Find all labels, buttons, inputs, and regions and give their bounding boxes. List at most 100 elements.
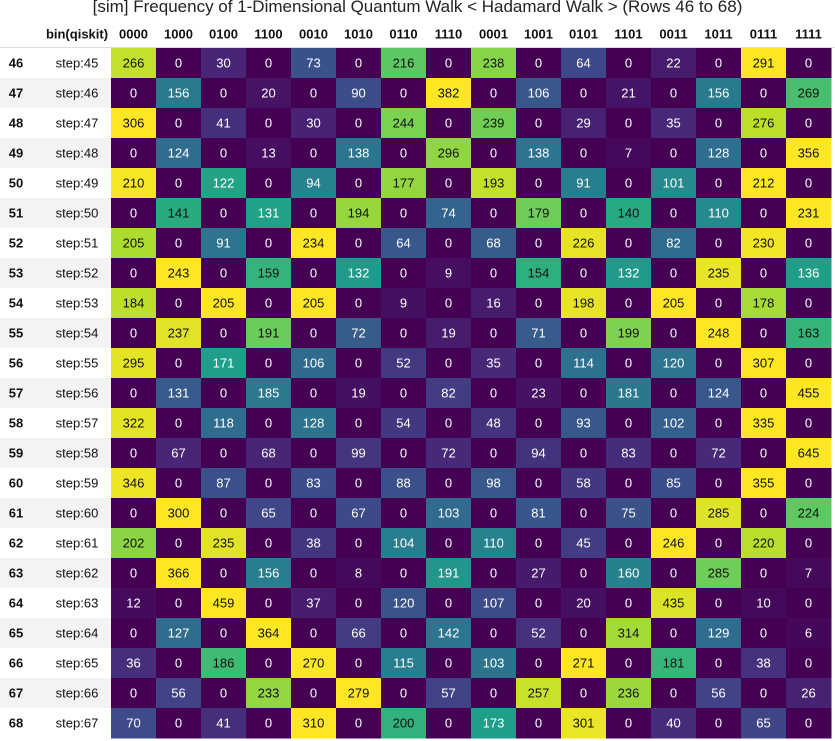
cell-value: 7 (805, 566, 812, 581)
cell-value: 10 (756, 596, 770, 611)
cell-value: 269 (798, 86, 820, 101)
cell-value: 138 (528, 146, 550, 161)
heatmap-cell (651, 528, 697, 559)
cell-value: 0 (355, 236, 362, 251)
heatmap-cell (426, 408, 472, 439)
cell-value: 0 (400, 266, 407, 281)
cell-value: 0 (175, 356, 182, 371)
cell-value: 0 (220, 566, 227, 581)
heatmap-cell (336, 588, 382, 619)
cell-value: 0 (715, 116, 722, 131)
cell-value: 48 (486, 416, 500, 431)
heatmap-cell (246, 498, 292, 529)
cell-value: 0 (715, 56, 722, 71)
heatmap-cell (471, 618, 517, 649)
cell-value: 0 (175, 716, 182, 731)
heatmap-cell (156, 168, 202, 199)
cell-value: 0 (310, 686, 317, 701)
heatmap-cell (786, 438, 832, 469)
cell-value: 81 (531, 506, 545, 521)
cell-value: 64 (396, 236, 410, 251)
cell-value: 124 (708, 386, 730, 401)
cell-value: 0 (760, 326, 767, 341)
cell-value: 88 (396, 476, 410, 491)
heatmap-cell (426, 378, 472, 409)
heatmap-cell (516, 528, 562, 559)
cell-value: 0 (760, 146, 767, 161)
heatmap-cell (561, 408, 607, 439)
heatmap-cell (291, 78, 337, 109)
heatmap-cell (561, 528, 607, 559)
cell-value: 237 (168, 326, 190, 341)
cell-value: 101 (663, 176, 685, 191)
row-band (0, 378, 111, 408)
cell-value: 184 (123, 296, 145, 311)
heatmap-cell (111, 588, 157, 619)
heatmap-cell (426, 678, 472, 709)
heatmap-cell (696, 468, 742, 499)
heatmap-cell (246, 678, 292, 709)
heatmap-cell (201, 258, 247, 289)
heatmap-cell (471, 288, 517, 319)
cell-value: 0 (580, 566, 587, 581)
row-label: step:49 (56, 176, 99, 191)
heatmap-cell (471, 558, 517, 589)
heatmap-cell (651, 108, 697, 139)
heatmap-cell (426, 78, 472, 109)
column-header-1010: 1010 (344, 27, 373, 42)
cell-value: 0 (175, 176, 182, 191)
heatmap-cell (696, 408, 742, 439)
cell-value: 16 (486, 296, 500, 311)
cell-value: 382 (438, 86, 460, 101)
cell-value: 0 (445, 596, 452, 611)
cell-value: 230 (753, 236, 775, 251)
heatmap-cell (786, 468, 832, 499)
cell-value: 0 (670, 686, 677, 701)
heatmap-cell (696, 258, 742, 289)
heatmap-cell (786, 48, 832, 79)
heatmap-cell (741, 348, 787, 379)
cell-value: 279 (348, 686, 370, 701)
heatmap-cell (156, 588, 202, 619)
heatmap-cell (516, 228, 562, 259)
heatmap-cell (201, 288, 247, 319)
heatmap-cell (246, 318, 292, 349)
cell-value: 0 (580, 446, 587, 461)
cell-value: 38 (306, 536, 320, 551)
heatmap-cell (651, 258, 697, 289)
cell-value: 0 (355, 536, 362, 551)
cell-value: 142 (438, 626, 460, 641)
heatmap-cell (471, 48, 517, 79)
heatmap-cell (516, 348, 562, 379)
cell-value: 36 (126, 656, 140, 671)
heatmap-cell (156, 408, 202, 439)
cell-value: 257 (528, 686, 550, 701)
cell-value: 356 (798, 146, 820, 161)
cell-value: 0 (130, 206, 137, 221)
cell-value: 0 (625, 236, 632, 251)
heatmap-cell (111, 528, 157, 559)
heatmap-cell (111, 708, 157, 739)
heatmap-cell (786, 588, 832, 619)
row-label: step:59 (56, 476, 99, 491)
cell-value: 191 (258, 326, 280, 341)
heatmap-cell (741, 198, 787, 229)
cell-value: 0 (805, 356, 812, 371)
heatmap-cell (336, 168, 382, 199)
row-band (0, 138, 111, 168)
cell-value: 0 (535, 476, 542, 491)
cell-value: 0 (715, 536, 722, 551)
heatmap-cell (291, 228, 337, 259)
heatmap-cell (336, 408, 382, 439)
heatmap-cell (696, 78, 742, 109)
cell-value: 35 (486, 356, 500, 371)
cell-value: 235 (213, 536, 235, 551)
heatmap-cell (516, 258, 562, 289)
row-label: step:61 (56, 536, 99, 551)
heatmap-cell (201, 168, 247, 199)
heatmap-cell (651, 588, 697, 619)
heatmap-cell (336, 468, 382, 499)
cell-value: 19 (351, 386, 365, 401)
heatmap-cell (516, 618, 562, 649)
heatmap-cell (786, 648, 832, 679)
